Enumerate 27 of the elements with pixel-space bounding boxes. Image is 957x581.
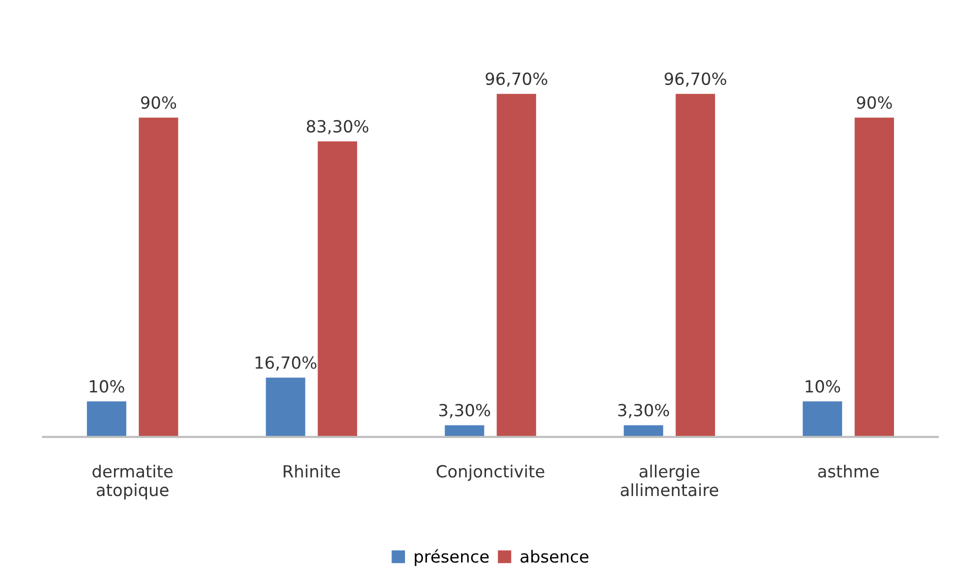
bar <box>266 378 306 437</box>
data-label: 90% <box>856 96 892 109</box>
data-label: 16,70% <box>256 356 316 371</box>
bar <box>86 401 126 437</box>
x-tick-label: Conjonctivite <box>436 464 544 481</box>
bar <box>444 425 484 437</box>
x-tick-label: Rhinite <box>284 464 340 478</box>
x-tick-label: asthme <box>818 464 879 478</box>
bar <box>318 141 358 437</box>
bar <box>802 401 842 437</box>
bar <box>496 94 536 437</box>
data-label: 96,70% <box>664 72 726 87</box>
legend-label: absence <box>520 550 588 563</box>
bar <box>138 118 178 437</box>
data-label: 83,30% <box>306 120 368 134</box>
data-label: 3,30% <box>618 404 670 418</box>
legend-label: présence <box>414 549 489 566</box>
x-tick-label: dermatite atopique <box>92 464 173 500</box>
data-label: 10% <box>90 380 124 393</box>
bar <box>854 118 894 437</box>
x-tick-label: allergie allimentaire <box>620 464 718 496</box>
data-label: 10% <box>806 380 840 393</box>
bar <box>676 94 716 437</box>
data-label: 90% <box>141 96 176 109</box>
data-label: 96,70% <box>486 72 548 87</box>
bar <box>624 425 664 437</box>
data-label: 3,30% <box>439 404 490 418</box>
